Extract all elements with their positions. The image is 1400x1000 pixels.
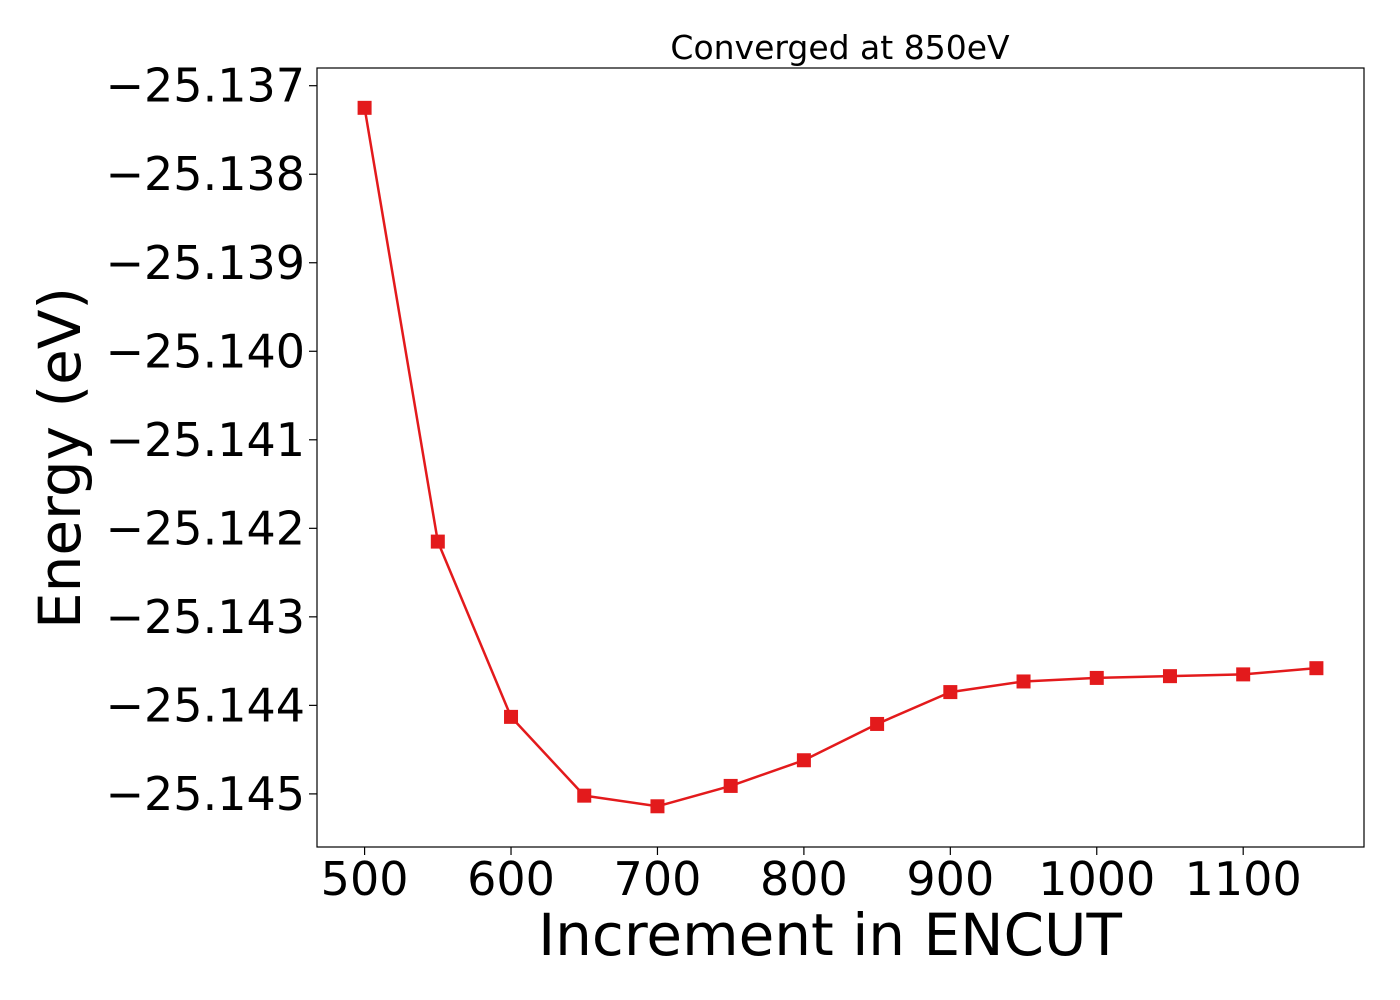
y-tick-label: −25.140 xyxy=(106,324,306,378)
y-tick-label: −25.141 xyxy=(106,413,306,467)
data-point-marker xyxy=(577,788,592,803)
y-tick-label: −25.137 xyxy=(106,59,306,113)
y-tick-label: −25.142 xyxy=(106,501,306,555)
x-tick-label: 500 xyxy=(321,852,409,906)
data-point-marker xyxy=(796,753,811,768)
data-point-marker xyxy=(723,778,738,793)
data-point-marker xyxy=(1016,674,1031,689)
x-tick-label: 1100 xyxy=(1185,852,1302,906)
data-point-marker xyxy=(357,100,372,115)
data-point-marker xyxy=(504,709,519,724)
plot-area-frame xyxy=(316,67,1365,848)
y-tick-label: −25.143 xyxy=(106,590,306,644)
x-tick-label: 700 xyxy=(614,852,702,906)
y-axis-ticks: −25.137 −25.138 −25.139 −25.140 −25.141 −25.1… xyxy=(106,59,317,821)
data-point-marker xyxy=(1309,661,1324,676)
data-point-marker xyxy=(870,716,885,731)
data-point-marker xyxy=(1162,669,1177,684)
x-axis-ticks: 500 600 700 800 900 1000 1100 xyxy=(321,847,1302,906)
series-layer xyxy=(357,100,1324,814)
y-axis-label: Energy (eV) xyxy=(26,287,94,629)
x-tick-label: 600 xyxy=(467,852,555,906)
y-tick-label: −25.145 xyxy=(106,767,306,821)
x-tick-label: 800 xyxy=(760,852,848,906)
y-tick-label: −25.138 xyxy=(106,147,306,201)
series-line xyxy=(363,107,1317,808)
data-point-marker xyxy=(1236,667,1251,682)
x-axis-label: Increment in ENCUT xyxy=(538,901,1122,969)
data-point-marker xyxy=(650,799,665,814)
data-point-marker xyxy=(943,685,958,700)
data-point-marker xyxy=(430,534,445,549)
y-tick-label: −25.139 xyxy=(106,236,306,290)
y-tick-label: −25.144 xyxy=(106,678,306,732)
data-point-marker xyxy=(1089,670,1104,685)
x-tick-label: 900 xyxy=(906,852,994,906)
x-tick-label: 1000 xyxy=(1038,852,1155,906)
chart-title: Converged at 850eV xyxy=(670,28,1010,67)
